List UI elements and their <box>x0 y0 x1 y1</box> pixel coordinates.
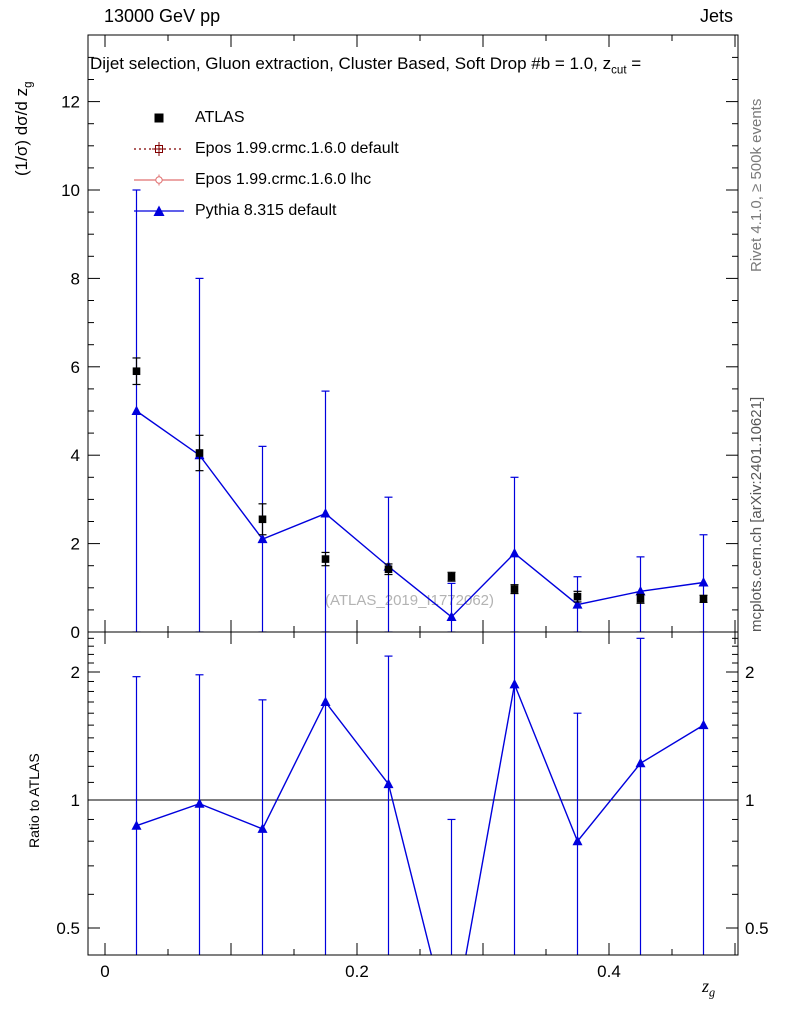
svg-text:2: 2 <box>745 663 754 682</box>
main-y-axis-label-subscript: g <box>22 81 35 88</box>
legend: ATLAS Epos 1.99.crmc.1.6.0 default Epos … <box>131 102 399 226</box>
svg-text:1: 1 <box>745 791 754 810</box>
beam-energy-label: 13000 GeV pp <box>104 6 221 26</box>
plot-title-tail: = <box>626 54 642 73</box>
svg-text:0.5: 0.5 <box>745 919 769 938</box>
svg-text:6: 6 <box>71 358 80 377</box>
svg-text:12: 12 <box>61 93 80 112</box>
svg-text:2: 2 <box>71 535 80 554</box>
plot-title-subscript: cut <box>611 64 627 77</box>
ratio-panel-series <box>131 632 709 955</box>
axes-frame <box>87 34 739 956</box>
pythia-filled-triangle-marker-icon <box>134 205 184 216</box>
main-y-axis-label: (1/σ) dσ/d zg <box>12 82 34 177</box>
svg-text:10: 10 <box>61 181 80 200</box>
svg-text:2: 2 <box>71 663 80 682</box>
legend-label-pythia: Pythia 8.315 default <box>195 201 337 219</box>
main-panel-series <box>131 189 709 632</box>
x-axis-label-subscript: g <box>709 985 716 1000</box>
x-axis-label: zg <box>702 976 715 1001</box>
x-axis-label-text: z <box>702 976 710 996</box>
svg-text:0: 0 <box>71 623 80 642</box>
svg-text:0.4: 0.4 <box>597 962 621 981</box>
svg-text:0.5: 0.5 <box>56 919 80 938</box>
legend-label-atlas: ATLAS <box>195 108 245 126</box>
legend-item-pythia: Pythia 8.315 default <box>131 195 399 226</box>
main-y-axis-label-text: (1/σ) dσ/d z <box>12 87 31 176</box>
epos-default-square-cross-marker-icon <box>134 141 184 156</box>
legend-label-epos-default: Epos 1.99.crmc.1.6.0 default <box>195 139 399 157</box>
legend-item-epos-lhc: Epos 1.99.crmc.1.6.0 lhc <box>131 164 399 195</box>
legend-label-epos-lhc: Epos 1.99.crmc.1.6.0 lhc <box>195 170 372 188</box>
mcplots-reference-note: mcplots.cern.ch [arXiv:2401.10621] <box>748 396 765 632</box>
svg-text:1: 1 <box>71 791 80 810</box>
process-label: Jets <box>700 6 734 26</box>
legend-item-epos-default: Epos 1.99.crmc.1.6.0 default <box>131 133 399 164</box>
svg-text:0: 0 <box>100 962 109 981</box>
rivet-version-note: Rivet 4.1.0, ≥ 500k events <box>748 98 765 272</box>
epos-lhc-circle-cross-marker-icon <box>134 174 184 185</box>
svg-text:4: 4 <box>71 446 80 465</box>
svg-text:0.2: 0.2 <box>345 962 369 981</box>
atlas-filled-square-marker-icon <box>154 113 164 122</box>
legend-item-atlas: ATLAS <box>131 102 399 133</box>
plot-title-text: Dijet selection, Gluon extraction, Clust… <box>90 54 612 73</box>
ratio-y-axis-label: Ratio to ATLAS <box>26 753 42 848</box>
svg-text:8: 8 <box>71 269 80 288</box>
plot-title: Dijet selection, Gluon extraction, Clust… <box>90 54 736 76</box>
